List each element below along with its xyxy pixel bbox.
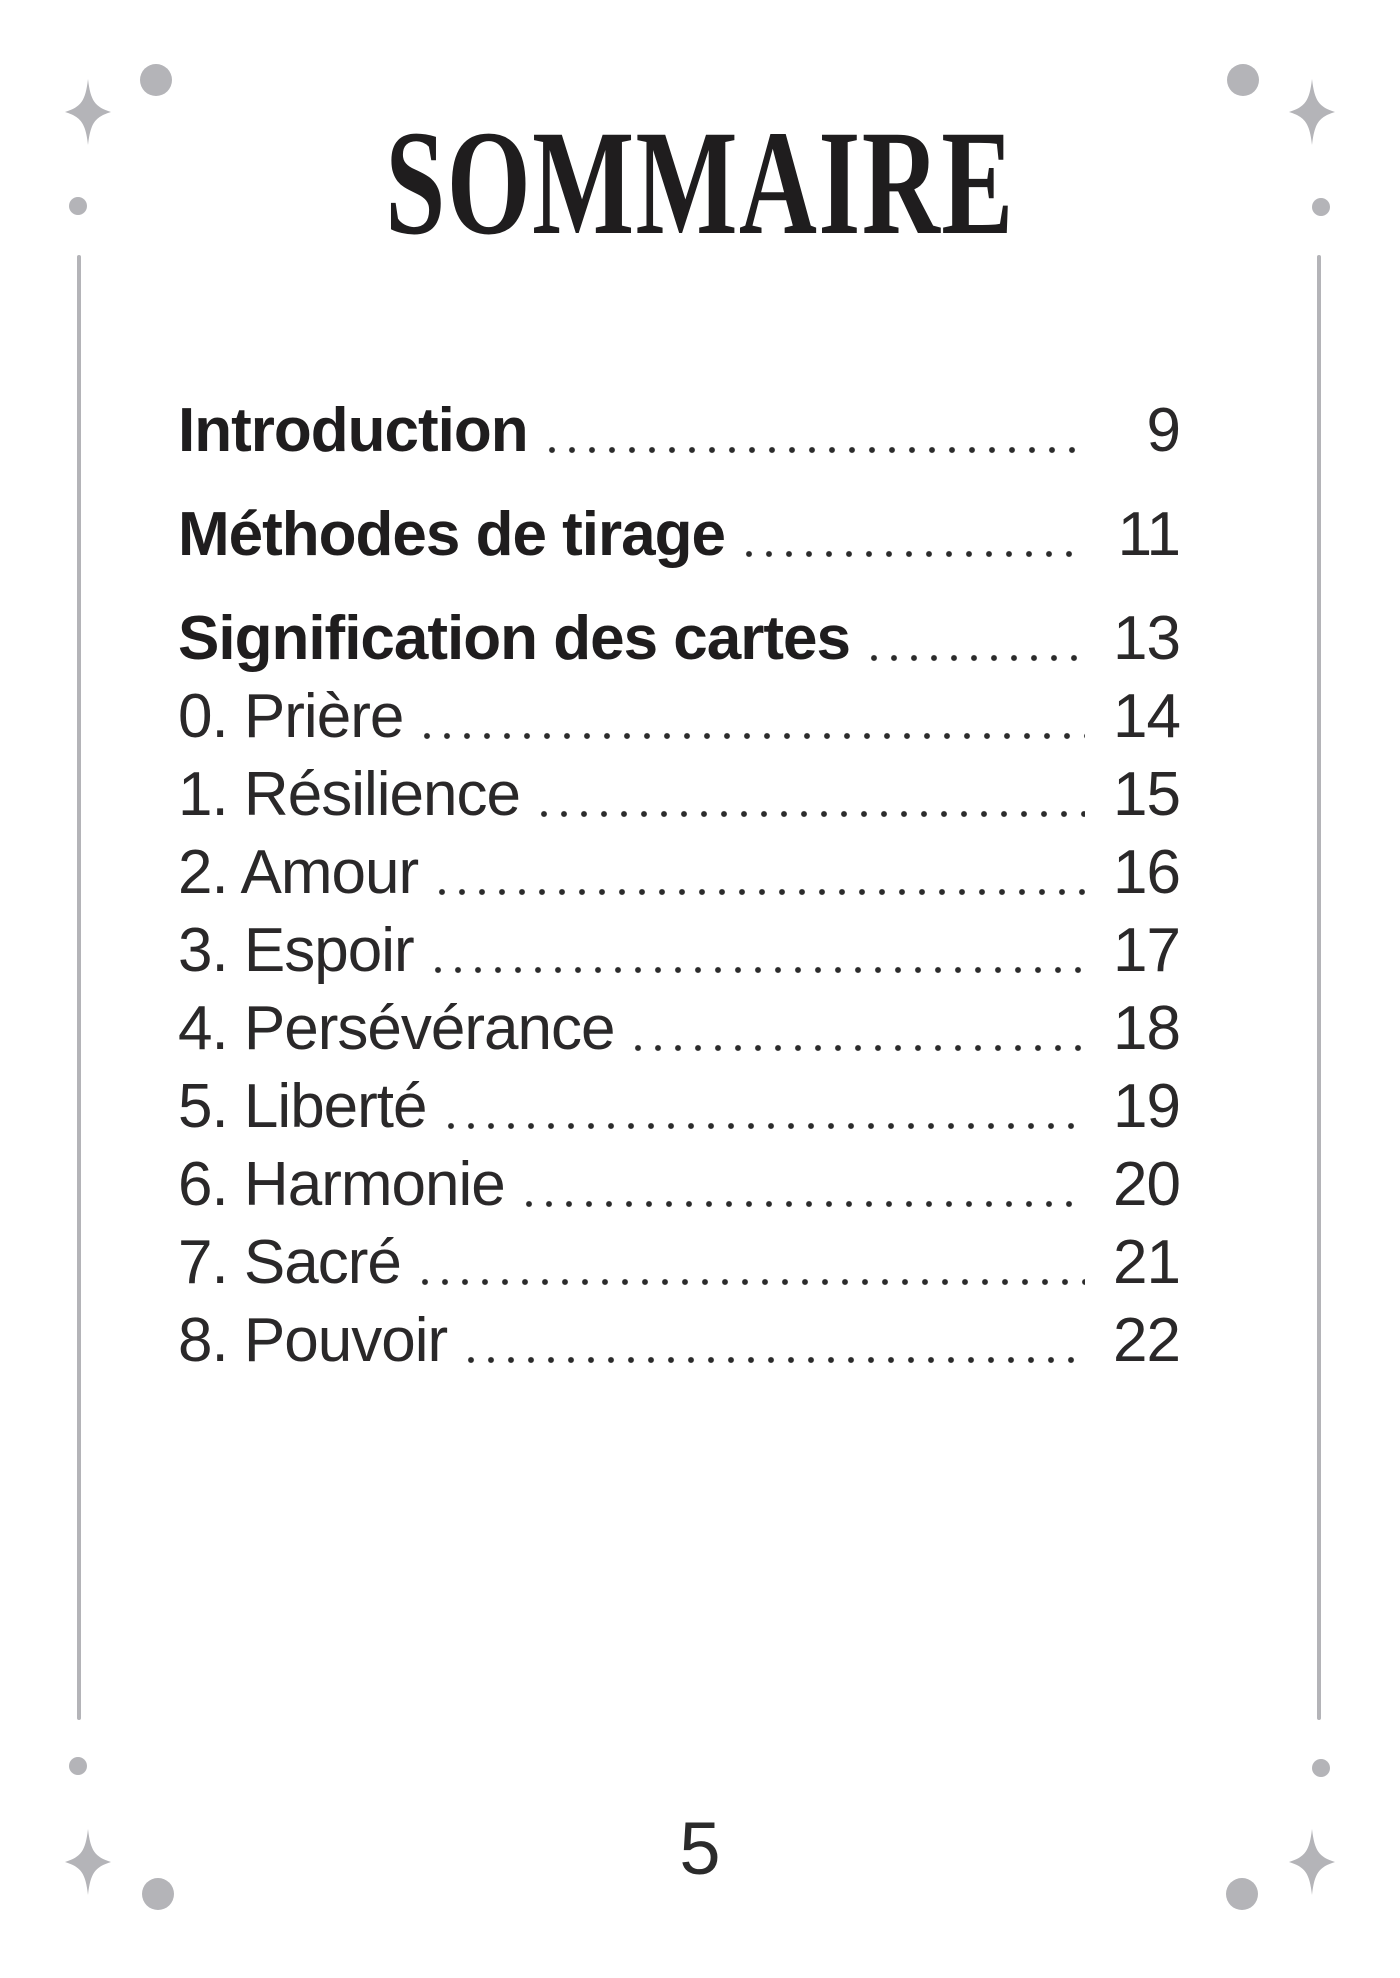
dot-icon (1312, 1759, 1330, 1777)
dot-leader (739, 550, 1085, 558)
dot-leader (461, 1356, 1085, 1364)
sparkle-icon (64, 1828, 112, 1896)
toc-entry-page: 15 (1113, 760, 1181, 829)
sparkle-icon (64, 78, 112, 146)
dot-icon (1227, 64, 1259, 96)
toc-row: 3. Espoir 17 (178, 912, 1181, 990)
dot-leader (417, 732, 1085, 740)
toc-entry-page: 9 (1146, 396, 1181, 465)
toc-entry-label: 1. Résilience (178, 760, 521, 829)
toc-entry-label: 0. Prière (178, 682, 404, 751)
toc-row: 1. Résilience 15 (178, 756, 1181, 834)
dot-leader (518, 1200, 1085, 1208)
dot-leader (628, 1044, 1085, 1052)
dot-icon (69, 197, 87, 215)
toc-entry-page: 21 (1113, 1228, 1181, 1297)
toc-entry-page: 16 (1113, 838, 1181, 907)
dot-icon (142, 1878, 174, 1910)
toc-entry-page: 19 (1113, 1072, 1181, 1141)
toc-row: 6. Harmonie 20 (178, 1146, 1181, 1224)
toc-entry-page: 11 (1117, 500, 1181, 569)
toc-entry-page: 17 (1113, 916, 1181, 985)
toc-entry-label: 8. Pouvoir (178, 1306, 448, 1375)
toc-entry-label: 7. Sacré (178, 1228, 402, 1297)
toc-entry-page: 18 (1113, 994, 1181, 1063)
dot-icon (1312, 198, 1330, 216)
dot-leader (414, 1278, 1085, 1286)
toc-row: Méthodes de tirage 11 (178, 496, 1181, 574)
toc-row: Signification des cartes 13 (178, 600, 1181, 678)
page-title: SOMMAIRE (385, 100, 1015, 266)
toc-row: 5. Liberté 19 (178, 1068, 1181, 1146)
dot-leader (864, 654, 1085, 662)
toc-row: 2. Amour 16 (178, 834, 1181, 912)
toc-entry-page: 22 (1113, 1306, 1181, 1375)
dot-icon (69, 1757, 87, 1775)
toc-entry-page: 13 (1113, 604, 1181, 673)
folio-page-number: 5 (679, 1807, 721, 1890)
dot-leader (533, 810, 1085, 818)
toc-entry-label: 3. Espoir (178, 916, 415, 985)
dot-leader (541, 446, 1085, 454)
sparkle-icon (1288, 78, 1336, 146)
left-rule (77, 255, 81, 1720)
dot-icon (140, 64, 172, 96)
dot-leader (427, 966, 1085, 974)
toc-row: Introduction 9 (178, 392, 1181, 470)
table-of-contents: Introduction 9 Méthodes de tirage 11 Sig… (178, 392, 1181, 1380)
dot-leader (432, 888, 1085, 896)
toc-entry-label: 5. Liberté (178, 1072, 428, 1141)
toc-row: 8. Pouvoir 22 (178, 1302, 1181, 1380)
toc-entry-label: Signification des cartes (178, 604, 851, 673)
toc-row: 4. Persévérance 18 (178, 990, 1181, 1068)
toc-entry-label: Introduction (178, 396, 529, 465)
sparkle-icon (1288, 1828, 1336, 1896)
toc-entry-label: 6. Harmonie (178, 1150, 506, 1219)
toc-entry-page: 20 (1113, 1150, 1181, 1219)
toc-entry-label: Méthodes de tirage (178, 500, 726, 569)
toc-row: 0. Prière 14 (178, 678, 1181, 756)
toc-row: 7. Sacré 21 (178, 1224, 1181, 1302)
toc-entry-page: 14 (1113, 682, 1181, 751)
toc-entry-label: 2. Amour (178, 838, 419, 907)
dot-leader (440, 1122, 1085, 1130)
right-rule (1317, 255, 1321, 1720)
dot-icon (1226, 1878, 1258, 1910)
toc-entry-label: 4. Persévérance (178, 994, 615, 1063)
